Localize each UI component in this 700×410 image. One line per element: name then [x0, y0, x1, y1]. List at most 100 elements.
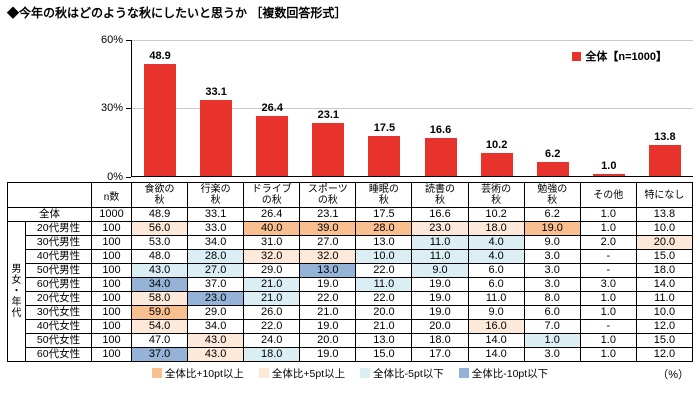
column-header-4: 睡眠の 秋 [355, 182, 413, 208]
y-axis-label-0: 0% [107, 171, 123, 183]
bar-value-label: 10.2 [485, 138, 508, 151]
value-cell: 19.0 [299, 277, 357, 292]
gridline-60 [132, 40, 693, 41]
value-cell: 19.0 [299, 347, 357, 362]
bar-value-label: 6.2 [545, 147, 561, 160]
value-cell: 43.0 [130, 263, 189, 278]
n-value: 100 [91, 333, 132, 348]
column-header-9: 特になし [635, 182, 694, 208]
column-header-3: スポーツ の秋 [299, 182, 357, 208]
value-cell: 19.0 [411, 291, 469, 306]
highlight-legend-item: 全体比-5pt以下 [360, 366, 444, 381]
highlight-swatch [151, 368, 162, 378]
value-cell: 28.0 [355, 221, 413, 236]
legend-label: 全体【n=1000】 [585, 51, 667, 63]
value-cell: 11.0 [411, 235, 469, 250]
value-cell: 9.0 [411, 263, 469, 278]
value-cell: 19.0 [299, 319, 357, 334]
value-cell: 4.0 [467, 235, 525, 250]
table-row: 40代男性 100 48.0 28.0 32.0 32.0 10.0 11.0 4.0 3.0-1… [8, 249, 694, 264]
bar [424, 138, 457, 176]
value-cell: 54.0 [130, 319, 189, 334]
bar-value-label: 23.1 [317, 109, 340, 122]
n-value: 100 [91, 305, 132, 320]
column-header-1: 行楽の 秋 [187, 182, 245, 208]
value-cell: 3.0 [523, 249, 581, 264]
row-label: 20代女性 [25, 291, 92, 306]
highlight-legend-item: 全体比-10pt以下 [458, 366, 548, 381]
value-cell: 20.0 [635, 235, 694, 250]
value-cell: 11.0 [467, 291, 525, 306]
value-cell: 33.1 [187, 207, 245, 222]
highlight-swatch [458, 368, 469, 378]
value-cell: 15.0 [355, 347, 413, 362]
row-label: 50代男性 [25, 263, 92, 278]
value-cell: 3.0 [523, 347, 581, 362]
n-value: 100 [91, 235, 132, 250]
axis-tick [126, 108, 131, 109]
value-cell: 6.2 [523, 207, 581, 222]
bar-value-label: 33.1 [205, 86, 227, 99]
axis-tick [126, 40, 131, 41]
value-cell: 43.0 [187, 333, 245, 348]
value-cell: 48.0 [130, 249, 189, 264]
highlight-legend-item: 全体比+5pt以上 [258, 366, 345, 381]
highlight-legend: 全体比+10pt以上 全体比+5pt以上 全体比-5pt以下 全体比-10pt以下 [7, 365, 693, 381]
bars: 48.9 33.1 26.4 23.1 17.5 16.6 10.2 6.2 1.0 13.8 [132, 40, 693, 176]
value-cell: 21.0 [355, 319, 413, 334]
column-header-8: その他 [579, 182, 637, 208]
value-cell: 27.0 [187, 263, 245, 278]
bar [144, 64, 177, 176]
bar-slot-1: 33.1 [188, 40, 244, 176]
bar-value-label: 26.4 [261, 101, 283, 114]
n-value: 100 [91, 221, 132, 236]
n-value: 100 [91, 277, 132, 292]
value-cell: 34.0 [187, 235, 245, 250]
value-cell: 48.9 [130, 207, 189, 222]
bar [536, 161, 569, 176]
value-cell: 21.0 [243, 291, 301, 306]
table-row: 20代女性 100 58.0 23.0 21.0 22.0 22.0 19.0 11.0 8.0 1… [8, 291, 694, 306]
table-row: 40代女性 100 54.0 34.0 22.0 19.0 21.0 20.0 16.0 7.0-… [8, 319, 694, 334]
bar [312, 123, 345, 176]
value-cell: 10.0 [635, 305, 694, 320]
bar-value-label: 48.9 [149, 50, 171, 63]
highlight-label: 全体比-5pt以下 [373, 367, 444, 380]
value-cell: 15.0 [635, 333, 694, 348]
value-cell: 53.0 [130, 235, 189, 250]
bar-slot-2: 26.4 [244, 40, 300, 176]
value-cell: 2.0 [579, 235, 637, 250]
value-cell: - [579, 319, 637, 334]
n-value: 100 [91, 263, 132, 278]
page-title: ◆今年の秋はどのような秋にしたいと思うか ［複数回答形式］ [7, 6, 347, 20]
value-cell: 43.0 [187, 347, 245, 362]
row-label: 60代女性 [25, 347, 92, 362]
value-cell: 34.0 [130, 277, 189, 292]
value-cell: 34.0 [187, 319, 245, 334]
row-label: 60代男性 [25, 277, 92, 292]
value-cell: 11.0 [355, 277, 413, 292]
value-cell: 58.0 [130, 291, 189, 306]
value-cell: 14.0 [467, 347, 525, 362]
bar [648, 144, 681, 176]
value-cell: 1.0 [579, 291, 637, 306]
table-row: 60代男性 100 34.0 37.0 21.0 19.0 11.0 19.0 6.0 3.0 3.… [8, 277, 694, 292]
value-cell: 6.0 [523, 305, 581, 320]
plot-area: 48.9 33.1 26.4 23.1 17.5 16.6 10.2 6.2 1.0 13.8 全… [131, 40, 693, 177]
column-header-7: 勉強の 秋 [523, 182, 581, 208]
value-cell: 37.0 [187, 277, 245, 292]
group-label: 男 女 ・ 年 代 [7, 221, 26, 362]
n-value: 100 [91, 347, 132, 362]
bar-value-label: 17.5 [373, 122, 396, 135]
value-cell: 22.0 [299, 291, 357, 306]
bar-slot-0: 48.9 [132, 40, 188, 176]
value-cell: 19.0 [411, 277, 469, 292]
highlight-label: 全体比+10pt以上 [164, 367, 244, 380]
value-cell: 10.0 [635, 221, 694, 236]
value-cell: 22.0 [355, 263, 413, 278]
value-cell: 13.0 [299, 263, 357, 278]
table-row: 50代男性 100 43.0 27.0 29.0 13.0 22.0 9.0 6.0 3.0-18… [8, 263, 694, 278]
bar-slot-8: 1.0 [581, 40, 637, 176]
value-cell: 17.5 [355, 207, 413, 222]
table-row: 30代女性 100 59.0 29.0 26.0 21.0 20.0 19.0 9.0 6.0 1.… [8, 305, 694, 320]
